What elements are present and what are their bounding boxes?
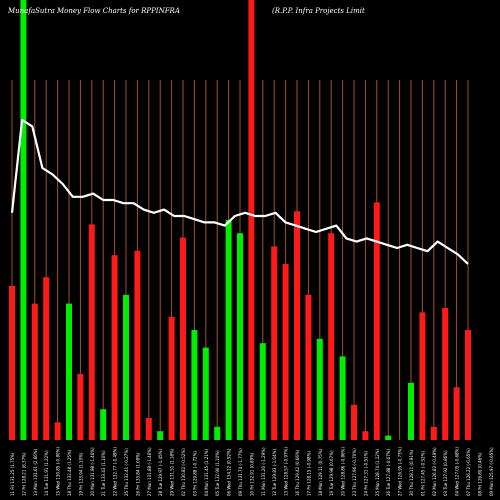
x-tick-label: 15 Wed 130.85 (-0.80%): [56, 447, 61, 496]
money-flow-bar: [259, 343, 266, 440]
x-tick-label: 08 Fri 126.80 (0.46%): [477, 452, 482, 496]
x-tick-label: 20 Wed 128.86 (-0.86%): [341, 447, 346, 496]
x-tick-label: 18 Thu 132.48 (1.25%): [67, 449, 72, 496]
money-flow-bar: [248, 0, 255, 440]
chart-title: MunafaSutra Money Flow Charts for RPPINF…: [7, 7, 180, 15]
money-flow-bar: [180, 237, 186, 440]
money-flow-bar: [157, 431, 164, 440]
money-flow-bar: [294, 211, 300, 440]
x-tick-label: 02 Thu 130.82 (-0.52%): [181, 448, 186, 496]
x-tick-label: 21 Tue 133.43 (1.10%): [101, 450, 106, 496]
x-tick-label: 29 Wed 131.51 (1.18%): [170, 448, 175, 496]
x-tick-label: 18 Mon 129.11 (0.75%): [318, 448, 323, 496]
money-flow-bar: [134, 250, 141, 440]
money-flow-bar: [385, 435, 392, 440]
x-tick-label: 25 Mon 128.74 (1.12%): [375, 448, 380, 496]
x-tick-label: 19 Tue 129.98 (0.67%): [329, 450, 334, 496]
x-tick-label: 03 Tue 127.92 (0.86%): [443, 450, 448, 496]
money-flow-bar: [111, 255, 118, 440]
x-tick-label: 01 Fri 127.45 (-0.52%): [420, 451, 425, 496]
x-tick-label: 04 Mon 131.45 (1.21%): [204, 448, 209, 496]
money-flow-bar: [373, 202, 380, 440]
money-flow-bar: [54, 422, 61, 440]
money-flow-bar: [31, 303, 38, 440]
x-tick-label: 26 Fri 133.84 (1.08%): [135, 452, 140, 496]
money-flow-bar: [442, 308, 449, 440]
x-tick-label: 14 Tue 131.91 (1.22%): [44, 450, 49, 496]
x-tick-label: 05 Tue 132.90 (1.10%): [215, 450, 220, 496]
x-tick-label: 22 Wed 132.77 (-0.49%): [113, 447, 118, 496]
money-flow-bar: [168, 316, 175, 440]
money-flow-bar: [339, 356, 346, 440]
x-tick-label: 06 Wed 134.12 (0.92%): [227, 448, 232, 496]
x-tick-label: 11 Mon 131.20 (-1.29%): [261, 447, 266, 496]
money-flow-bar: [419, 312, 426, 440]
money-flow-bar: [351, 404, 357, 440]
x-tick-label: 09 Thu 131.74 (-1.77%): [238, 448, 243, 496]
money-flow-bar: [237, 233, 243, 440]
money-flow-bar: [225, 220, 232, 440]
x-tick-label: 13 Mon 131.61 (2.66%): [33, 448, 38, 496]
x-tick-label: 12 Tue 129.83 (-1.04%): [272, 449, 277, 496]
x-tick-label: 11 Fri 131.25 (1.75%): [10, 452, 15, 496]
money-flow-bar: [362, 431, 369, 440]
money-flow-bar: [316, 338, 323, 440]
x-tick-label: 17 Fri 128.15 (-0.98%): [306, 451, 311, 496]
money-flow-bar: [9, 286, 15, 440]
x-tick-label: 27 Wed 126.95 (-0.73%): [398, 447, 403, 496]
x-tick-label: 02 Mon 126.83 (-0.49%): [432, 447, 437, 496]
x-tick-label: 07 Thu 126.22 (-0.65%): [466, 448, 471, 496]
x-tick-label: 23 Thu 127.96 (-0.70%): [352, 448, 357, 496]
x-tick-label: 10 Fri 132.91 (0.89%): [249, 452, 254, 496]
money-flow-bar: [214, 426, 221, 440]
money-flow-bar: [20, 0, 27, 440]
money-flow-bar: [305, 294, 312, 440]
money-flow-bar: [88, 224, 95, 440]
x-tick-label: 13 Wed 128.57 (-0.97%): [284, 447, 289, 496]
chart-subtitle: (R.P.P. Infra Projects Limit: [272, 7, 365, 15]
x-tick-label: 19 Fri 133.94 (1.10%): [78, 452, 83, 496]
money-flow-bar: [282, 264, 289, 440]
x-tick-label: 30 Thu 128.11 (0.91%): [409, 449, 414, 496]
money-flow-bar: [66, 303, 72, 440]
x-tick-label: 26 Tue 127.88 (-0.67%): [386, 449, 391, 496]
x-tick-label: 12 Fri 128.21 (6.37%): [21, 452, 26, 496]
money-flow-bar: [145, 418, 152, 440]
money-flow-bar: [271, 246, 278, 440]
x-tick-label: 25 Thu 132.41 (-0.27%): [124, 448, 129, 496]
money-flow-bars: [9, 0, 471, 441]
x-tick-label: 24 Fri 127.31 (-0.51%): [363, 451, 368, 496]
money-flow-bar: [430, 426, 437, 440]
money-flow-bar: [453, 387, 460, 440]
x-tick-labels: 11 Fri 131.25 (1.75%) 12 Fri 128.21 (6.37…: [10, 447, 494, 496]
x-tick-label: 16 Thu 129.42 (0.66%): [295, 449, 300, 496]
x-tick-label: 09 Mon 125.97 (-0.65%): [489, 447, 494, 496]
money-flow-bar: [191, 330, 198, 440]
x-tick-label: 27 Mon 131.88 (-1.46%): [147, 447, 152, 496]
x-tick-label: 03 Fri 129.88 (-0.72%): [192, 451, 197, 496]
money-flow-bar: [123, 294, 129, 440]
x-tick-label: 20 Mon 131.98 (-1.46%): [90, 447, 95, 496]
money-flow-bar: [465, 330, 471, 440]
price-line: [10, 118, 469, 265]
money-flow-bar: [202, 347, 209, 440]
x-tick-label: 04 Wed 127.05 (-0.68%): [455, 447, 460, 496]
money-flow-bar: [408, 382, 414, 440]
x-tick-label: 28 Tue 129.97 (-1.45%): [158, 449, 163, 496]
money-flow-bar: [100, 409, 107, 440]
money-flow-bar: [77, 374, 84, 440]
money-flow-bar: [328, 233, 335, 440]
money-flow-bar: [43, 277, 50, 440]
